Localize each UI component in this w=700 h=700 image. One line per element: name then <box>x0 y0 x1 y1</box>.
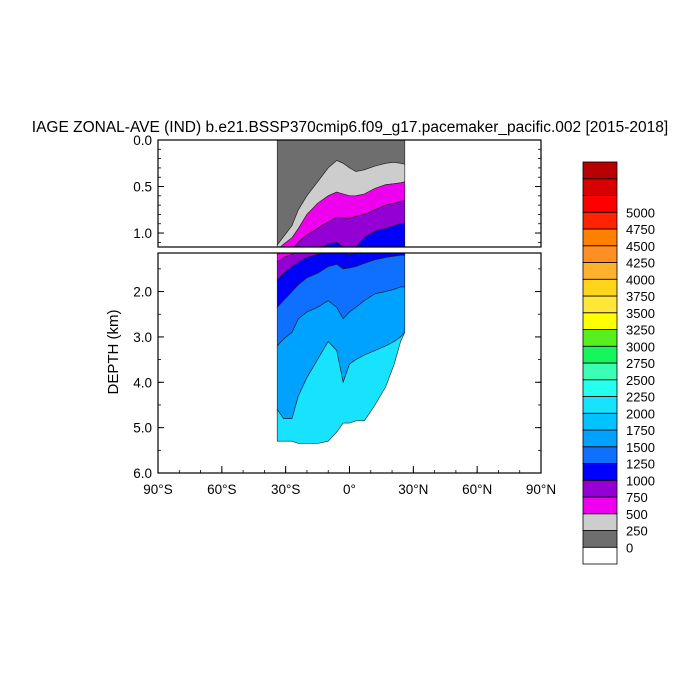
colorbar-label: 500 <box>626 507 648 522</box>
contour-fills-lower <box>276 253 406 444</box>
colorbar-swatch <box>582 463 618 481</box>
colorbar-swatch <box>582 446 618 464</box>
colorbar-swatch <box>582 161 618 180</box>
colorbar-swatch <box>582 546 618 565</box>
colorbar-swatch <box>582 379 618 397</box>
x-tick-label: 30°S <box>271 482 300 497</box>
colorbar-swatch <box>582 278 618 297</box>
band-2000-2250-lower <box>276 332 406 444</box>
colorbar-label: 1750 <box>626 423 655 438</box>
colorbar-swatch <box>582 479 618 498</box>
colorbar-swatch <box>582 412 618 431</box>
colorbar-label: 3000 <box>626 339 655 354</box>
y-tick-label: 2.0 <box>133 285 152 300</box>
colorbar-label: 3500 <box>626 306 655 321</box>
y-tick-label: 5.0 <box>133 421 152 436</box>
colorbar-label: 1000 <box>626 473 655 488</box>
colorbar-swatch <box>582 496 618 515</box>
x-tick-label: 90°N <box>526 482 556 497</box>
colorbar-swatch <box>582 329 618 347</box>
x-tick-label: 60°S <box>207 482 236 497</box>
y-tick-label: 3.0 <box>133 330 152 345</box>
colorbar-label: 750 <box>626 490 648 505</box>
colorbar-label: 2750 <box>626 356 655 371</box>
colorbar-label: 4000 <box>626 272 655 287</box>
colorbar-swatch <box>582 245 618 263</box>
colorbar-swatch <box>582 195 618 213</box>
colorbar-label: 3750 <box>626 289 655 304</box>
plot-frame-upper <box>157 139 542 248</box>
x-tick-label: 30°N <box>398 482 428 497</box>
band-2000-2250-upper <box>277 410 405 638</box>
colorbar-swatch <box>582 530 618 548</box>
x-tick-label: 60°N <box>462 482 492 497</box>
y-tick-label: 0.0 <box>133 133 152 148</box>
colorbar-swatch <box>582 211 618 230</box>
y-tick-label: 0.5 <box>133 180 152 195</box>
colorbar-swatch <box>582 513 618 531</box>
colorbar-label: 2250 <box>626 390 655 405</box>
colorbar-label: 2500 <box>626 373 655 388</box>
y-tick-label: 1.0 <box>133 226 152 241</box>
colorbar-label: 4250 <box>626 256 655 271</box>
colorbar-swatch <box>582 345 618 364</box>
colorbar-swatch <box>582 228 618 247</box>
y-axis-label: DEPTH (km) <box>105 310 122 395</box>
colorbar-label: 5000 <box>626 205 655 220</box>
contour-fills-upper <box>276 140 406 638</box>
x-tick-label: 0° <box>343 482 356 497</box>
colorbar-label: 2000 <box>626 406 655 421</box>
colorbar-legend: 0250500750100012501500175020002250250027… <box>582 161 655 565</box>
chart-title: IAGE ZONAL-AVE (IND) b.e21.BSSP370cmip6.… <box>32 119 668 136</box>
x-tick-label: 90°S <box>143 482 172 497</box>
colorbar-label: 1250 <box>626 457 655 472</box>
y-tick-label: 6.0 <box>133 466 152 481</box>
colorbar-swatch <box>582 262 618 280</box>
colorbar-swatch <box>582 312 618 330</box>
colorbar-label: 4500 <box>626 239 655 254</box>
colorbar-swatch <box>582 362 618 381</box>
colorbar-swatch <box>582 178 618 196</box>
colorbar-swatch <box>582 295 618 314</box>
colorbar-label: 4750 <box>626 222 655 237</box>
colorbar-label: 250 <box>626 524 648 539</box>
colorbar-swatch <box>582 429 618 448</box>
upper-depth-panel: 0.0 0.5 1.0 <box>133 133 542 638</box>
colorbar-label: 3250 <box>626 323 655 338</box>
lower-depth-panel: 2.0 3.0 4.0 5.0 6.0 <box>133 252 542 481</box>
colorbar-label: 1500 <box>626 440 655 455</box>
colorbar-label: 0 <box>626 540 633 555</box>
x-axis: 90°S 60°S 30°S 0° 30°N 60°N 90°N <box>143 466 556 497</box>
y-tick-label: 4.0 <box>133 375 152 390</box>
band-1000-1250-upper <box>322 223 406 247</box>
band-500-750-lower <box>276 253 296 263</box>
colorbar-swatch <box>582 396 618 414</box>
